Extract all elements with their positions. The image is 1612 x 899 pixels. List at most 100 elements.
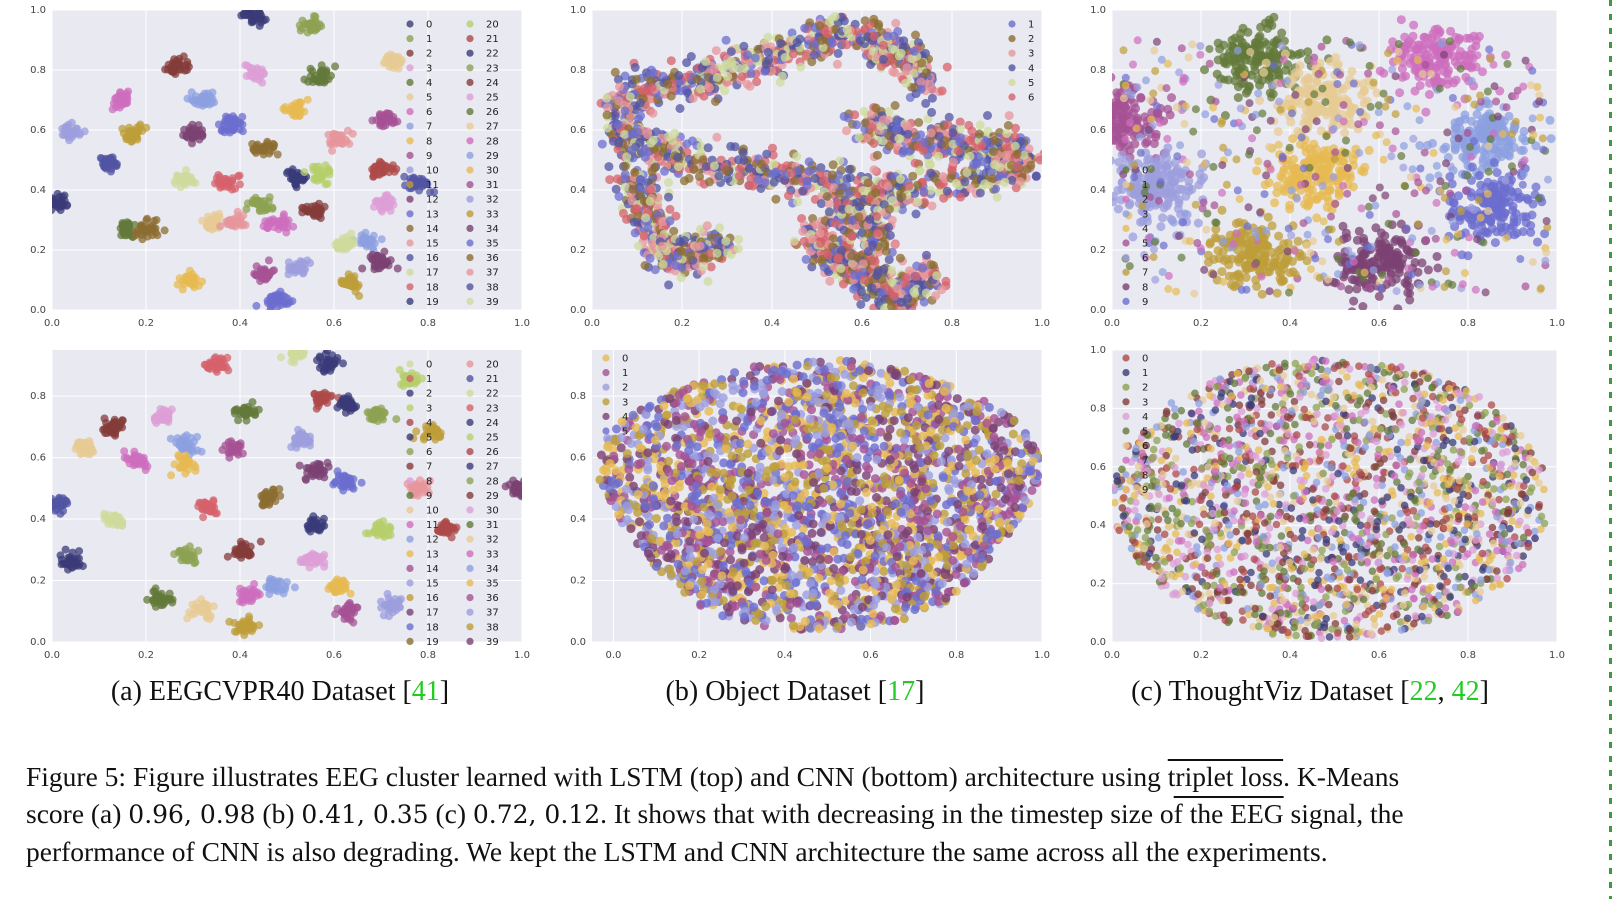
data-point bbox=[978, 157, 988, 167]
legend-label: 8 bbox=[426, 136, 432, 147]
data-point bbox=[602, 93, 612, 103]
y-tick-label: 0.8 bbox=[30, 65, 46, 76]
data-point bbox=[1420, 32, 1430, 42]
legend-marker bbox=[406, 93, 414, 101]
data-point bbox=[815, 228, 825, 238]
data-point bbox=[287, 101, 296, 110]
data-point bbox=[917, 58, 927, 68]
data-point bbox=[965, 135, 975, 145]
data-point bbox=[931, 291, 941, 300]
data-point bbox=[175, 274, 184, 283]
data-point bbox=[921, 288, 931, 298]
data-point bbox=[911, 271, 921, 281]
y-tick-label: 0.4 bbox=[1090, 185, 1106, 196]
data-point bbox=[187, 274, 195, 283]
data-point bbox=[1295, 61, 1305, 71]
data-point bbox=[252, 70, 261, 78]
data-point bbox=[371, 162, 379, 171]
data-point bbox=[394, 64, 403, 73]
legend-marker bbox=[466, 283, 474, 291]
data-point bbox=[728, 63, 738, 73]
x-tick-label: 0.4 bbox=[764, 318, 780, 329]
data-point bbox=[1273, 67, 1283, 77]
data-point bbox=[927, 93, 937, 103]
legend-label: 24 bbox=[486, 78, 499, 89]
data-point bbox=[839, 16, 849, 26]
data-point bbox=[645, 185, 655, 195]
data-point bbox=[910, 158, 920, 168]
legend-marker bbox=[406, 137, 414, 145]
data-point bbox=[939, 193, 949, 203]
data-point bbox=[62, 201, 71, 210]
x-tick-label: 0.0 bbox=[584, 318, 600, 329]
data-point bbox=[757, 159, 766, 169]
data-point bbox=[250, 269, 259, 278]
data-point bbox=[761, 60, 771, 69]
legend-marker bbox=[406, 35, 414, 43]
data-point bbox=[280, 223, 289, 232]
data-point bbox=[887, 265, 897, 275]
data-point bbox=[603, 123, 612, 133]
data-point bbox=[1007, 175, 1017, 185]
data-point bbox=[1424, 90, 1434, 99]
data-point bbox=[61, 123, 70, 131]
legend-marker bbox=[406, 268, 414, 276]
data-point bbox=[921, 98, 931, 108]
data-point bbox=[641, 213, 651, 223]
data-point bbox=[847, 231, 857, 241]
data-point bbox=[296, 257, 305, 266]
data-point bbox=[919, 187, 929, 197]
data-point bbox=[634, 241, 643, 251]
data-point bbox=[826, 36, 836, 45]
data-point bbox=[893, 284, 902, 294]
data-point bbox=[650, 265, 660, 275]
data-point bbox=[1421, 107, 1431, 117]
legend-marker bbox=[466, 64, 474, 72]
data-point bbox=[831, 219, 840, 228]
data-point bbox=[721, 236, 731, 246]
data-point bbox=[1545, 115, 1555, 125]
data-point bbox=[635, 190, 645, 200]
data-point bbox=[909, 68, 919, 78]
legend-label: 35 bbox=[486, 239, 499, 250]
data-point bbox=[943, 120, 953, 130]
data-point bbox=[860, 118, 870, 128]
data-point bbox=[801, 254, 811, 264]
data-point bbox=[412, 182, 421, 191]
data-point bbox=[647, 83, 657, 93]
data-point bbox=[615, 82, 624, 92]
legend-marker bbox=[466, 195, 474, 203]
data-point bbox=[1277, 28, 1287, 38]
data-point bbox=[817, 35, 827, 45]
data-point bbox=[837, 246, 847, 255]
data-point bbox=[934, 187, 944, 197]
data-point bbox=[850, 270, 860, 280]
legend: 0123456789101112131415161718192021222324… bbox=[406, 20, 499, 308]
data-point bbox=[828, 170, 837, 180]
data-point bbox=[135, 122, 144, 131]
data-point bbox=[916, 84, 926, 94]
data-point bbox=[96, 154, 105, 162]
data-point bbox=[337, 276, 346, 285]
legend-marker bbox=[466, 78, 474, 86]
data-point bbox=[750, 53, 760, 63]
data-point bbox=[816, 238, 826, 248]
data-point bbox=[1299, 87, 1309, 97]
data-point bbox=[1044, 150, 1053, 159]
legend-marker bbox=[406, 20, 414, 28]
data-point bbox=[926, 185, 936, 195]
legend-label: 23 bbox=[486, 63, 499, 74]
data-point bbox=[633, 217, 643, 227]
data-point bbox=[777, 71, 787, 81]
data-point bbox=[903, 129, 913, 139]
data-point bbox=[896, 48, 906, 58]
data-point bbox=[380, 257, 389, 266]
data-point bbox=[1324, 107, 1334, 117]
data-point bbox=[229, 126, 238, 135]
y-tick-label: 0.2 bbox=[570, 245, 586, 256]
data-point bbox=[884, 222, 894, 232]
data-point bbox=[1303, 47, 1313, 57]
data-point bbox=[696, 142, 706, 151]
data-point bbox=[816, 163, 826, 173]
scatter-points bbox=[596, 12, 1053, 310]
